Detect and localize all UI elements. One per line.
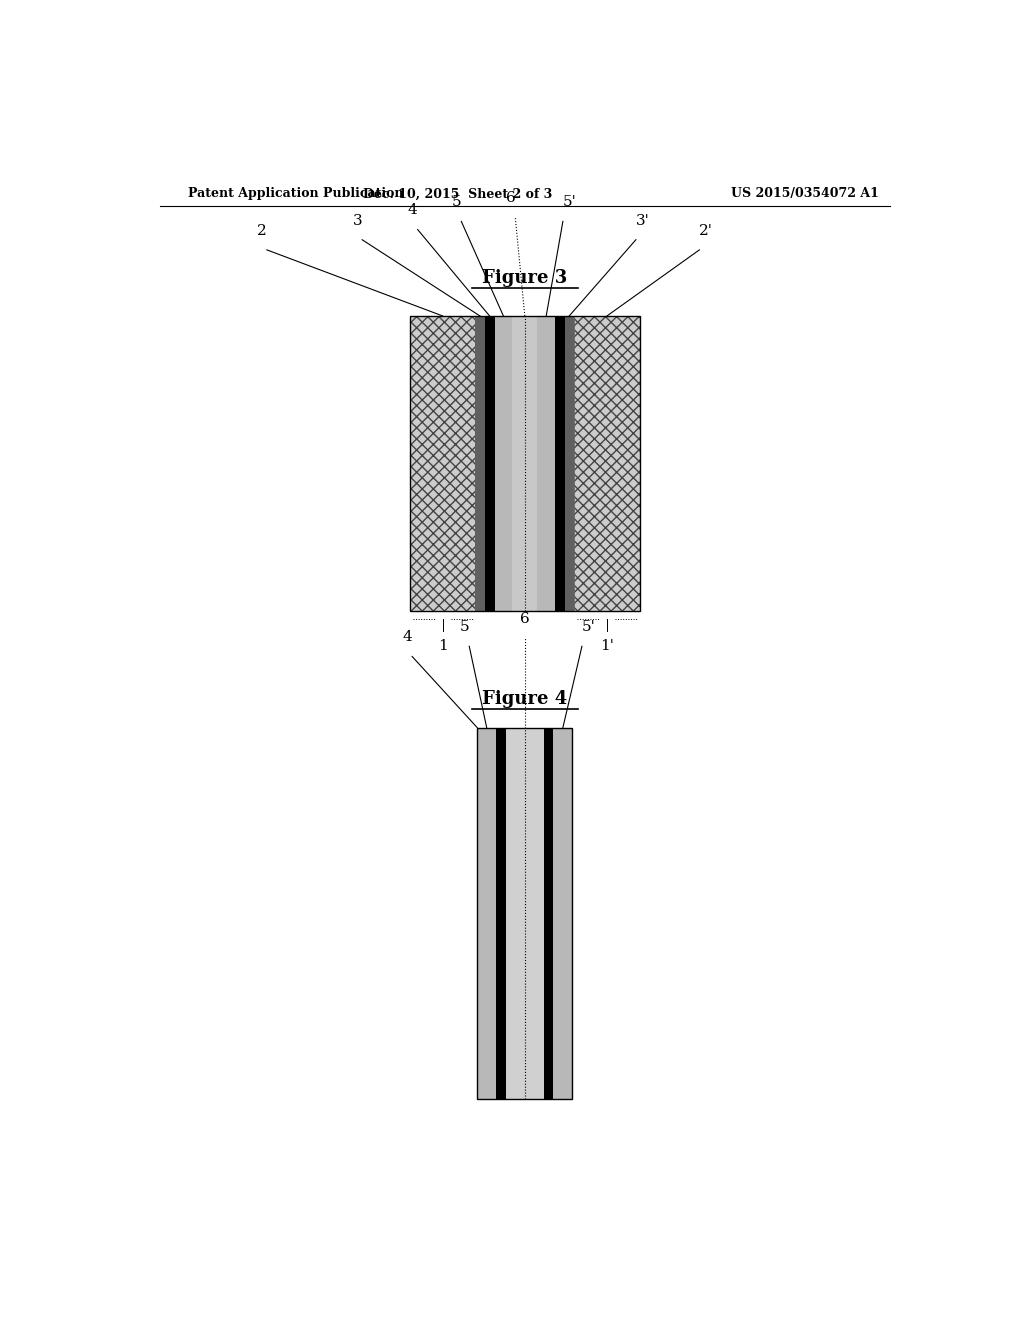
Bar xyxy=(553,727,572,1098)
Text: 2: 2 xyxy=(257,223,267,238)
Text: Dec. 10, 2015  Sheet 2 of 3: Dec. 10, 2015 Sheet 2 of 3 xyxy=(362,187,552,201)
Bar xyxy=(497,727,506,1098)
Text: 4: 4 xyxy=(408,203,418,218)
Bar xyxy=(512,315,538,611)
Bar xyxy=(506,727,544,1098)
Bar xyxy=(495,315,512,611)
Bar xyxy=(538,315,555,611)
Bar xyxy=(477,727,497,1098)
Text: Figure 4: Figure 4 xyxy=(482,690,567,708)
Text: 3: 3 xyxy=(352,214,362,227)
Bar xyxy=(484,315,495,611)
Bar xyxy=(555,315,565,611)
Bar xyxy=(410,315,475,611)
Bar xyxy=(477,727,572,1098)
Bar xyxy=(574,315,640,611)
Text: US 2015/0354072 A1: US 2015/0354072 A1 xyxy=(731,187,879,201)
Bar xyxy=(410,315,640,611)
Bar xyxy=(475,315,484,611)
Bar xyxy=(565,315,574,611)
Text: Patent Application Publication: Patent Application Publication xyxy=(187,187,403,201)
Text: 1: 1 xyxy=(438,639,447,653)
Bar xyxy=(544,727,553,1098)
Text: 1': 1' xyxy=(600,639,614,653)
Text: 5': 5' xyxy=(582,620,596,634)
Text: 5': 5' xyxy=(563,195,577,210)
Text: 4: 4 xyxy=(402,630,412,644)
Text: 3': 3' xyxy=(636,214,649,227)
Text: 5: 5 xyxy=(460,620,469,634)
Text: 6: 6 xyxy=(506,191,515,205)
Text: 2': 2' xyxy=(699,223,714,238)
Text: 5: 5 xyxy=(452,195,461,210)
Text: 6: 6 xyxy=(520,612,529,626)
Text: Figure 3: Figure 3 xyxy=(482,269,567,288)
